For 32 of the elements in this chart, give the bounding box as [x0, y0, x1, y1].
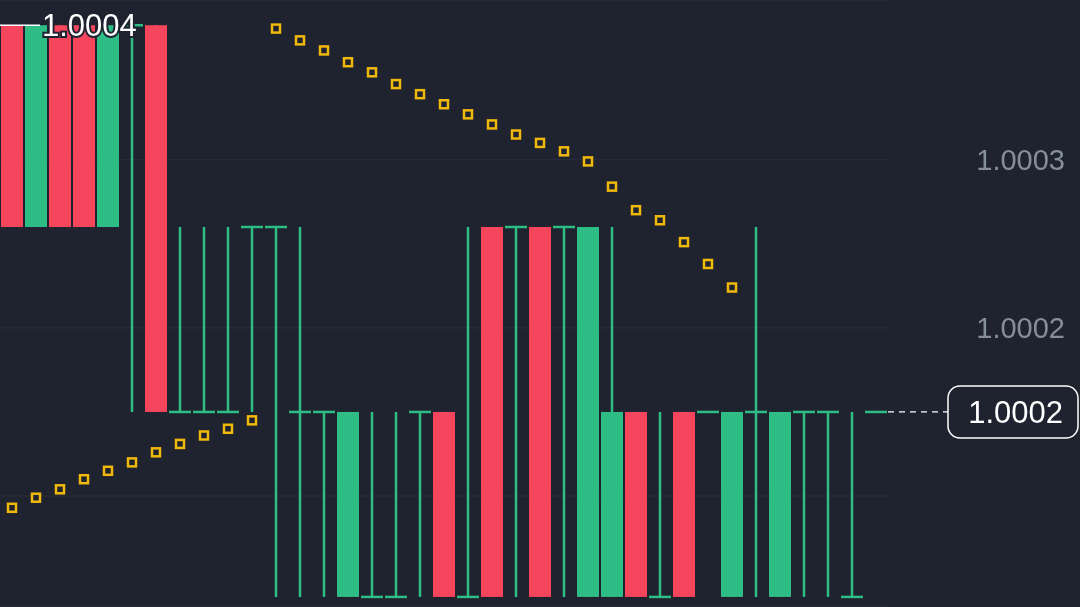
point: [630, 204, 642, 216]
point: [78, 473, 90, 485]
point: [414, 88, 426, 100]
point: [438, 99, 450, 110]
point: [582, 156, 594, 167]
point: [246, 415, 258, 426]
point: [318, 45, 330, 56]
point: [270, 23, 282, 34]
point: [390, 78, 402, 90]
point: [222, 423, 234, 435]
point: [462, 109, 474, 120]
point: [198, 430, 210, 441]
point: [726, 282, 738, 293]
point: [294, 35, 306, 46]
point: [606, 181, 618, 192]
point: [174, 438, 186, 450]
point: [102, 465, 114, 477]
point: [6, 502, 18, 514]
point: [54, 484, 66, 495]
point: [486, 119, 498, 130]
point: [366, 67, 378, 78]
point: [558, 146, 570, 157]
point: [126, 457, 138, 468]
point: [654, 215, 666, 226]
point: [30, 492, 42, 503]
point: [150, 447, 162, 458]
point: [702, 258, 714, 270]
point: [678, 236, 690, 248]
point: [342, 56, 354, 68]
y-tick-label: 1.0003: [976, 143, 1065, 176]
point: [534, 137, 546, 149]
point: [510, 129, 522, 140]
